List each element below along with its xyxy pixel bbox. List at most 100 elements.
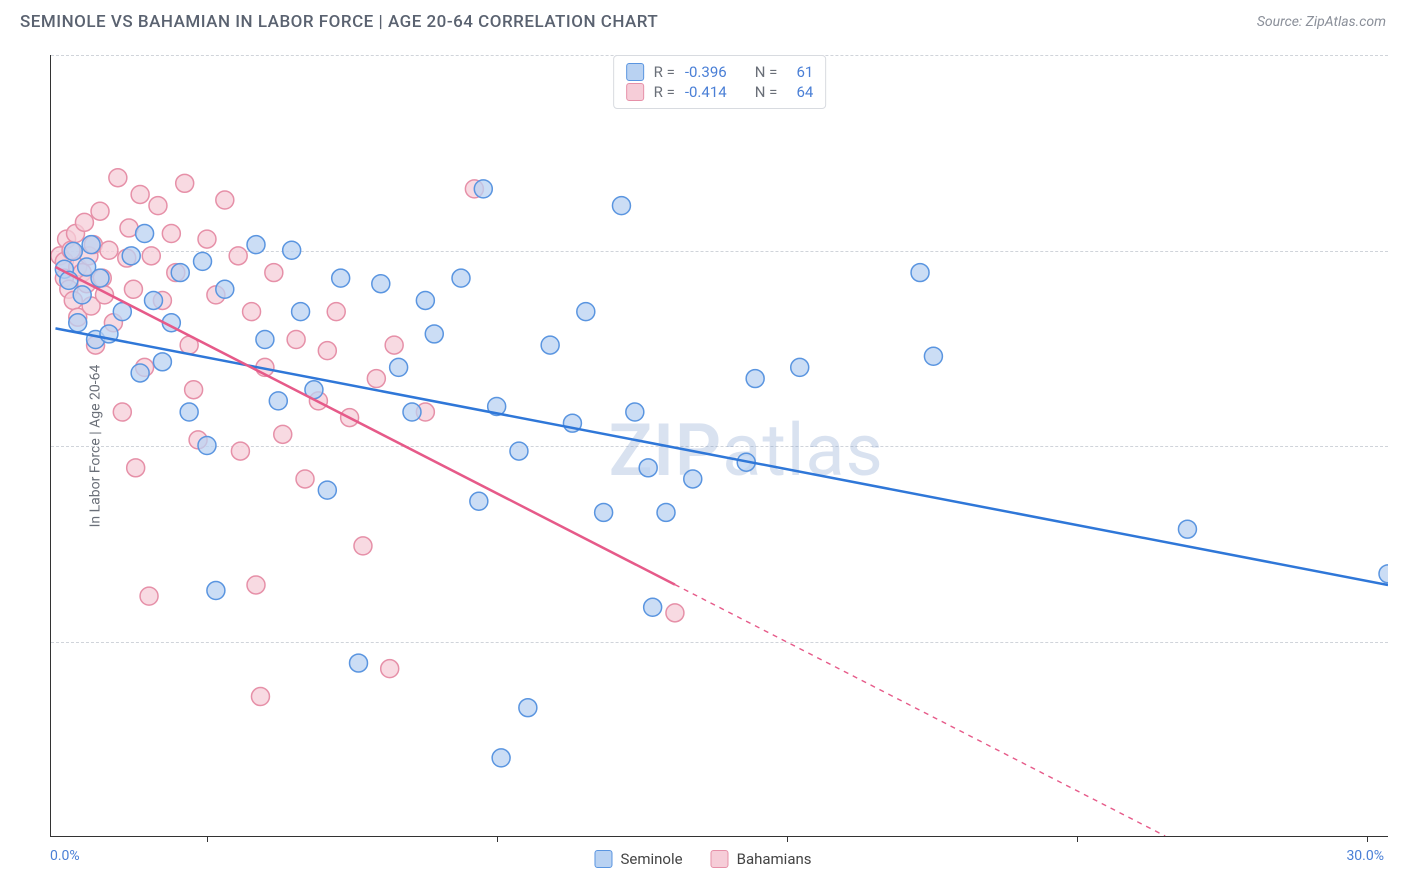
data-point (180, 403, 198, 421)
data-point (644, 598, 662, 616)
trend-line (55, 328, 1388, 585)
legend-r-value: -0.414 (685, 83, 727, 101)
y-tick-label: 82.5% (1396, 243, 1406, 259)
data-point (403, 403, 421, 421)
chart-area: ZIPatlas R =-0.396N =61R =-0.414N =64 47… (50, 55, 1388, 837)
x-tick (497, 836, 498, 842)
legend-row: R = -0.396 N = 61 (626, 62, 814, 82)
legend-swatch (711, 850, 729, 868)
data-point (176, 174, 194, 192)
data-point (595, 503, 613, 521)
data-point (385, 336, 403, 354)
data-point (256, 331, 274, 349)
data-point (198, 437, 216, 455)
x-max-label: 30.0% (1346, 848, 1384, 864)
correlation-legend: R = -0.396 N = 61R = -0.414 N = 64 (613, 55, 827, 109)
data-point (492, 749, 510, 767)
legend-n-value: 64 (787, 83, 813, 101)
data-point (666, 604, 684, 622)
data-point (519, 699, 537, 717)
data-point (327, 303, 345, 321)
plot-svg (51, 55, 1388, 836)
x-tick (207, 836, 208, 842)
data-point (82, 236, 100, 254)
data-point (113, 403, 131, 421)
data-point (109, 169, 127, 187)
data-point (122, 247, 140, 265)
data-point (911, 264, 929, 282)
data-point (283, 241, 301, 259)
data-point (1178, 520, 1196, 538)
data-point (131, 185, 149, 203)
legend-swatch (594, 850, 612, 868)
data-point (216, 280, 234, 298)
data-point (372, 275, 390, 293)
data-point (1379, 565, 1388, 583)
data-point (185, 381, 203, 399)
data-point (269, 392, 287, 410)
data-point (231, 442, 249, 460)
trend-line-extrapolated (675, 585, 1165, 836)
data-point (91, 269, 109, 287)
x-tick (1077, 836, 1078, 842)
data-point (577, 303, 595, 321)
data-point (924, 347, 942, 365)
data-point (69, 314, 87, 332)
data-point (149, 197, 167, 215)
data-point (124, 280, 142, 298)
data-point (247, 576, 265, 594)
data-point (684, 470, 702, 488)
data-point (612, 197, 630, 215)
data-point (296, 470, 314, 488)
data-point (194, 252, 212, 270)
y-tick-label: 100.0% (1396, 47, 1406, 63)
series-legend: Seminole Bahamians (594, 850, 811, 868)
data-point (510, 442, 528, 460)
data-point (131, 364, 149, 382)
series-legend-item: Bahamians (711, 850, 812, 868)
data-point (153, 353, 171, 371)
data-point (318, 342, 336, 360)
y-tick-label: 65.0% (1396, 438, 1406, 454)
data-point (354, 537, 372, 555)
series-legend-item: Seminole (594, 850, 682, 868)
data-point (470, 492, 488, 510)
legend-swatch (626, 63, 644, 81)
data-point (626, 403, 644, 421)
data-point (452, 269, 470, 287)
x-tick (1367, 836, 1368, 842)
data-point (381, 660, 399, 678)
legend-n-label: N = (755, 83, 778, 101)
chart-title: SEMINOLE VS BAHAMIAN IN LABOR FORCE | AG… (20, 12, 658, 32)
series-name: Bahamians (737, 850, 812, 868)
data-point (75, 213, 93, 231)
legend-swatch (626, 83, 644, 101)
data-point (140, 587, 158, 605)
legend-r-value: -0.396 (685, 63, 727, 81)
data-point (229, 247, 247, 265)
series-name: Seminole (620, 850, 682, 868)
data-point (243, 303, 261, 321)
data-point (287, 331, 305, 349)
data-point (162, 225, 180, 243)
data-point (142, 247, 160, 265)
data-point (332, 269, 350, 287)
data-point (657, 503, 675, 521)
data-point (292, 303, 310, 321)
data-point (390, 358, 408, 376)
legend-r-label: R = (654, 63, 675, 81)
data-point (247, 236, 265, 254)
data-point (216, 191, 234, 209)
data-point (318, 481, 336, 499)
data-point (207, 582, 225, 600)
data-point (474, 180, 492, 198)
data-point (198, 230, 216, 248)
source-label: Source: ZipAtlas.com (1257, 14, 1386, 30)
data-point (64, 242, 82, 260)
data-point (145, 291, 163, 309)
legend-n-label: N = (755, 63, 778, 81)
data-point (127, 459, 145, 477)
data-point (425, 325, 443, 343)
legend-n-value: 61 (787, 63, 813, 81)
x-tick (787, 836, 788, 842)
